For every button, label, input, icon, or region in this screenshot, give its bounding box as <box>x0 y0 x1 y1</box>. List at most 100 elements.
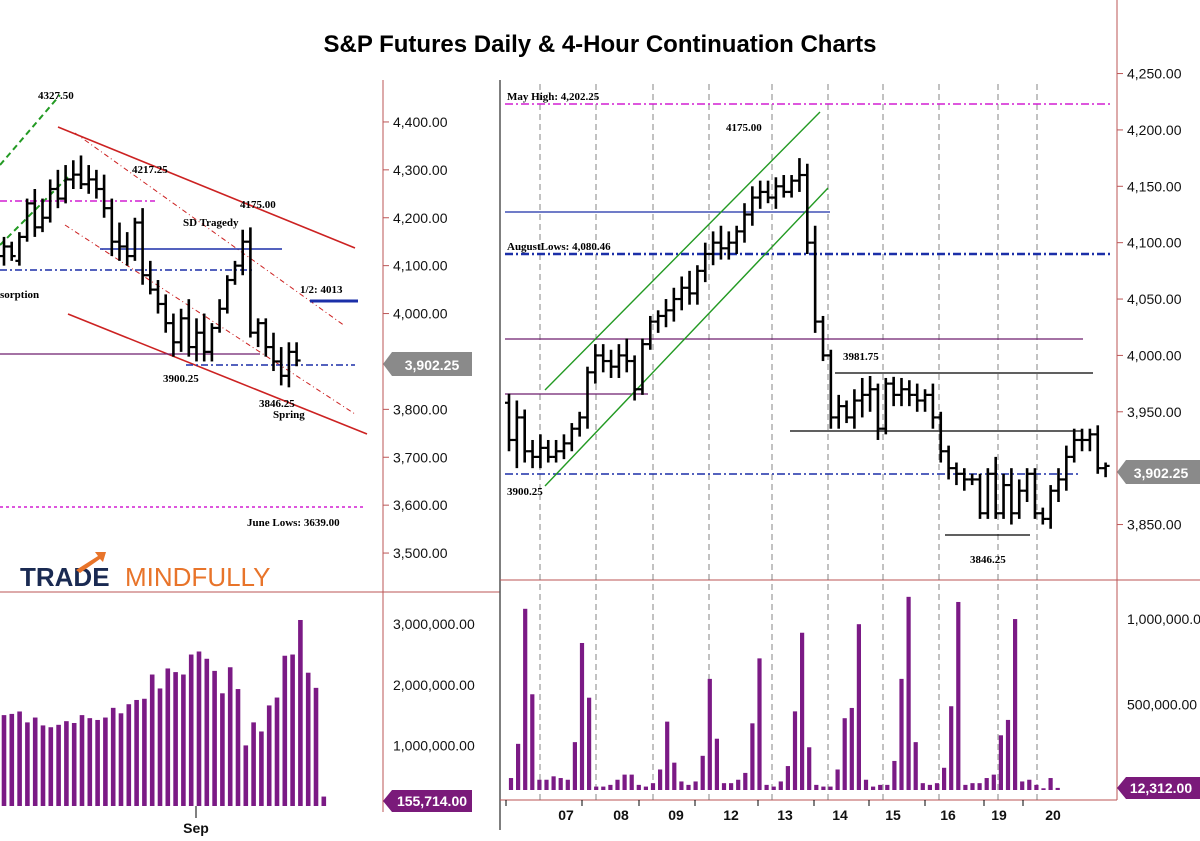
h4-x-tick-label: 15 <box>885 807 901 823</box>
daily-volume-last-label: 155,714.00 <box>397 793 467 809</box>
h4-axis-grid: 4,250.00 4,200.00 4,150.00 4,100.00 4,050.00… <box>505 66 1200 823</box>
h4-volume-bar <box>679 781 684 790</box>
daily-volume-bar <box>56 724 61 806</box>
h4-volume-tick-label: 500,000.00 <box>1127 697 1197 713</box>
daily-volume-series <box>1 619 327 806</box>
h4-volume-bar <box>885 784 890 790</box>
h4-volume-bar <box>934 783 940 790</box>
h4-volume-bar <box>523 608 528 790</box>
chart-title: S&P Futures Daily & 4-Hour Continuation … <box>324 31 877 58</box>
daily-volume-bar <box>17 711 22 806</box>
daily-volume-bar <box>110 707 116 806</box>
daily-volume-bar <box>220 693 225 806</box>
daily-volume-bar <box>266 705 272 806</box>
daily-volume-bar <box>95 719 100 806</box>
h4-volume-bar <box>608 784 613 790</box>
h4-volume-bar <box>863 779 869 790</box>
h4-volume-bar <box>984 778 989 790</box>
h4-y-tick-label: 4,000.00 <box>1127 347 1182 363</box>
h4-volume-bar <box>665 721 670 790</box>
h4-volume-bar <box>572 742 577 790</box>
h4-volume-bar <box>594 786 599 790</box>
h4-volume-bar <box>1048 778 1053 790</box>
h4-x-tick-label: 09 <box>668 807 684 823</box>
h4-volume-bar <box>686 784 691 790</box>
h4-volume-bar <box>622 774 627 790</box>
h4-x-tick-label: 08 <box>613 807 629 823</box>
daily-volume-bar <box>282 655 288 806</box>
daily-y-tick-label: 3,500.00 <box>393 545 448 561</box>
ann-daily-spring: Spring <box>273 409 305 421</box>
daily-volume-bar <box>149 674 155 806</box>
h4-volume-bar <box>1013 619 1018 790</box>
daily-y-tick-label: 3,600.00 <box>393 497 448 513</box>
h4-volume-bar <box>792 711 798 790</box>
h4-volume-bar <box>871 786 876 790</box>
ann-daily-june: June Lows: 3639.00 <box>247 517 340 529</box>
h4-y-tick-label: 4,100.00 <box>1127 235 1182 251</box>
daily-x-tick-label: Sep <box>183 820 209 836</box>
daily-volume-bar <box>243 745 249 806</box>
daily-volume-bar <box>1 715 7 806</box>
h4-volume-bar <box>750 723 755 790</box>
daily-volume-bar <box>259 731 264 806</box>
h4-y-tick-label: 4,050.00 <box>1127 291 1182 307</box>
h4-volume-bar <box>537 779 542 790</box>
h4-volume-bar <box>530 694 535 790</box>
h4-green-channel-top <box>544 111 821 391</box>
h4-volume-bar <box>785 766 790 790</box>
daily-volume-bar <box>40 725 46 806</box>
h4-volume-bar <box>991 774 996 790</box>
ann-daily-absorption: sorption <box>0 289 39 301</box>
h4-volume-bar <box>658 769 663 790</box>
daily-volume-bar <box>48 727 54 806</box>
h4-volume-bar <box>849 707 854 790</box>
h4-volume-bar <box>899 678 904 790</box>
ann-daily-high: 4327.50 <box>38 90 74 102</box>
h4-x-tick-label: 16 <box>940 807 956 823</box>
h4-x-tick-label: 20 <box>1045 807 1061 823</box>
h4-volume-bar <box>693 781 698 790</box>
ann-h4-mid: 3981.75 <box>843 351 879 363</box>
h4-volume-bar <box>508 778 514 790</box>
h4-volume-bar <box>998 735 1003 790</box>
daily-volume-bar <box>118 713 124 806</box>
h4-x-tick-label: 12 <box>723 807 739 823</box>
h4-volume-bar <box>970 783 975 790</box>
daily-volume-bar <box>181 674 186 806</box>
h4-volume-bar <box>672 762 677 790</box>
daily-volume-bar <box>227 667 233 806</box>
h4-volume-bar <box>956 601 961 790</box>
trade-mindfully-logo: TRADE MINDFULLY <box>20 552 270 592</box>
logo-word-trade: TRADE <box>20 562 110 592</box>
h4-y-tick-label: 3,950.00 <box>1127 404 1182 420</box>
h4-volume-bar <box>615 779 620 790</box>
ann-daily-top2: 4175.00 <box>240 199 276 211</box>
daily-green-dashed-upper <box>0 94 61 166</box>
h4-y-tick-label: 3,850.00 <box>1127 517 1182 533</box>
h4-x-tick-label: 19 <box>991 807 1007 823</box>
h4-volume-bar <box>1020 781 1025 790</box>
ann-h4-low1: 3900.25 <box>507 486 543 498</box>
h4-y-tick-label: 4,150.00 <box>1127 178 1182 194</box>
daily-volume-bar <box>212 670 217 806</box>
h4-volume-bar <box>927 784 932 790</box>
h4-last-price-label: 3,902.25 <box>1134 465 1189 481</box>
daily-volume-bar <box>134 699 139 806</box>
h4-volume-bar <box>949 706 954 790</box>
h4-volume-bar <box>835 769 840 790</box>
daily-volume-bar <box>64 721 69 806</box>
h4-volume-bar <box>587 697 592 790</box>
daily-volume-bar <box>298 619 303 806</box>
h4-volume-bar <box>892 760 897 790</box>
h4-ohlc-series <box>505 158 1110 529</box>
h4-green-channel-bottom <box>544 187 829 487</box>
h4-x-tick-label: 07 <box>558 807 574 823</box>
daily-volume-bar <box>235 689 241 806</box>
h4-volume-tick-label: 1,000,000.00 <box>1127 611 1200 627</box>
daily-volume-tick-label: 2,000,000.00 <box>393 677 475 693</box>
daily-volume-bar <box>204 658 210 806</box>
ann-daily-half: 1/2: 4013 <box>300 284 343 296</box>
h4-volume-last-label: 12,312.00 <box>1130 780 1192 796</box>
